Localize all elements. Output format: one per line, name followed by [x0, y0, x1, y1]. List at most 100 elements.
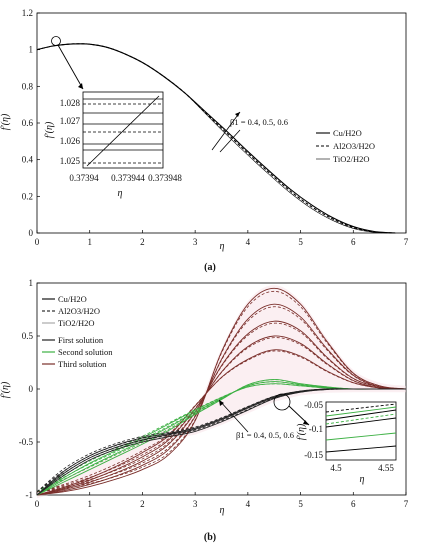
panel-a: 0 0.2 0.4 0.6 0.8 1 1.2 0 1 2 3 4 5 6 7 f′(η) η 0.373… — [0, 8, 409, 273]
panel-a-caption: (a) — [204, 262, 216, 273]
panel-a-inset-ytick: 1.027 — [60, 116, 81, 126]
panel-b-inset-ytick: -0.05 — [304, 400, 323, 410]
panel-b-inset-xtick: 4.5 — [330, 463, 342, 473]
panel-b-second-solution-line-dashed — [36, 381, 406, 493]
panel-b-y-ticks: -1 -0.5 0 0.5 1 — [19, 278, 40, 500]
panel-b-xlabel: η — [220, 505, 225, 516]
panel-b-zoom-arrowhead — [303, 420, 309, 425]
panel-b-first-solution-line-dashed — [36, 388, 406, 493]
y-tick-label: -0.5 — [19, 437, 34, 447]
panel-a-inset-xtick: 0.37394 — [69, 173, 99, 183]
panel-a-series-line — [36, 43, 396, 234]
panel-b-curves — [36, 285, 407, 499]
panel-b-legend: Cu/H2O Al2O3/H2O TiO2/H2O First solution… — [42, 294, 113, 369]
panel-b-x-ticks: 0 1 2 3 4 5 6 7 — [35, 492, 409, 509]
panel-a-inset-diagonal-line — [86, 95, 160, 167]
panel-b-inset-ytick: -0.1 — [309, 424, 323, 434]
panel-b-inset-line — [325, 403, 397, 413]
panel-b-inset-xtick: 4.55 — [378, 463, 394, 473]
panel-a-inset-xlabel: η — [118, 188, 123, 199]
panel-b-zoom-circle — [273, 393, 291, 411]
panel-a-zoom-arrow — [57, 44, 84, 90]
panel-a-legend: Cu/H2O Al2O3/H2O TiO2/H2O — [316, 128, 375, 164]
y-tick-label: 0.8 — [22, 81, 34, 91]
panel-a-inset-ytick: 1.028 — [60, 98, 81, 108]
y-tick-label: 0 — [29, 228, 34, 238]
legend-label: First solution — [58, 335, 104, 345]
panel-a-curves — [36, 43, 396, 234]
panel-b-inset-line — [325, 409, 397, 421]
panel-a-xlabel: η — [220, 241, 225, 252]
panel-a-annotation-arrowhead — [235, 112, 240, 117]
x-tick-label: 4 — [246, 237, 251, 247]
panel-b-annotation-arrowhead — [219, 400, 224, 406]
panel-b-third-solution-line — [36, 287, 407, 496]
panel-a-inset-ytick: 1.026 — [60, 136, 81, 146]
panel-a-inset-ytick: 1.025 — [60, 156, 81, 166]
panel-b-shading — [37, 285, 406, 499]
legend-label: Cu/H2O — [333, 128, 362, 138]
panel-b-annotation-arrow — [218, 399, 249, 433]
panel-a-ylabel: f′(η) — [0, 113, 11, 130]
x-tick-label: 5 — [298, 499, 303, 509]
legend-label: TiO2/H2O — [58, 318, 95, 328]
panel-a-annotation-arrow — [211, 111, 241, 151]
x-tick-label: 4 — [246, 499, 251, 509]
panel-b-inset-ytick: -0.15 — [304, 450, 323, 460]
y-tick-label: 1.2 — [22, 8, 33, 18]
x-tick-label: 6 — [351, 237, 356, 247]
x-tick-label: 5 — [298, 237, 303, 247]
panel-b-second-solution-line-dashed — [36, 383, 406, 493]
x-tick-label: 3 — [193, 499, 198, 509]
panel-a-inset-xtick: 0.373944 — [111, 173, 145, 183]
panel-b-first-solution-line — [36, 388, 406, 496]
y-tick-label: 1 — [29, 45, 34, 55]
x-tick-label: 0 — [35, 499, 40, 509]
legend-label: Second solution — [58, 347, 113, 357]
x-tick-label: 6 — [351, 499, 356, 509]
y-tick-label: 0.6 — [22, 118, 34, 128]
x-tick-label: 7 — [404, 237, 409, 247]
panel-b-third-solution-line — [36, 320, 407, 496]
panel-a-inset-ylabel: f′(η) — [44, 121, 55, 138]
panel-a-inset-xtick: 0.373948 — [148, 173, 182, 183]
x-tick-label: 1 — [87, 499, 92, 509]
panel-a-inset-lines — [83, 95, 163, 167]
panel-a-zoom-arrowhead — [78, 83, 83, 89]
panel-a-annotation-arrow-shaft — [219, 129, 241, 153]
panel-b-inset-line — [325, 432, 397, 441]
legend-label: Al2O3/H2O — [333, 141, 375, 151]
panel-b-inset-lines — [325, 403, 397, 453]
panel-b-beta-annotation: β1 = 0.4, 0.5, 0.6 — [236, 430, 294, 440]
legend-label: Cu/H2O — [58, 294, 87, 304]
x-tick-label: 3 — [193, 237, 198, 247]
panel-b-inset-line — [325, 417, 397, 428]
panel-a-zoom-circle — [51, 36, 61, 46]
y-tick-label: 0.4 — [22, 155, 34, 165]
panel-b-caption: (b) — [204, 532, 216, 543]
x-tick-label: 0 — [35, 237, 40, 247]
panel-b-inset-line — [325, 445, 397, 453]
panel-a-beta-annotation: β1 = 0.4, 0.5, 0.6 — [230, 117, 288, 127]
x-tick-label: 2 — [140, 237, 145, 247]
x-tick-label: 1 — [87, 237, 92, 247]
panel-b: -1 -0.5 0 0.5 1 0 1 2 3 4 5 6 7 f′(η) η Cu/H2O Al2O… — [0, 278, 409, 543]
panel-b-inset-line — [325, 406, 397, 417]
y-tick-label: 1 — [29, 278, 34, 288]
y-tick-label: 0.2 — [22, 191, 33, 201]
y-tick-label: -1 — [26, 490, 34, 500]
panel-b-inset-xlabel: η — [360, 474, 365, 485]
panel-a-y-ticks: 0 0.2 0.4 0.6 0.8 1 1.2 — [22, 8, 40, 238]
panel-a-x-ticks: 0 1 2 3 4 5 6 7 — [35, 230, 409, 247]
x-tick-label: 7 — [404, 499, 409, 509]
y-tick-label: 0.5 — [22, 331, 34, 341]
legend-label: Al2O3/H2O — [58, 306, 100, 316]
panel-b-third-solution-line — [36, 303, 407, 496]
legend-label: Third solution — [58, 359, 107, 369]
legend-label: TiO2/H2O — [333, 154, 370, 164]
x-tick-label: 2 — [140, 499, 145, 509]
y-tick-label: 0 — [29, 384, 34, 394]
panel-b-third-solution-line-dashed — [36, 350, 407, 493]
panel-b-inset-line — [325, 413, 397, 425]
